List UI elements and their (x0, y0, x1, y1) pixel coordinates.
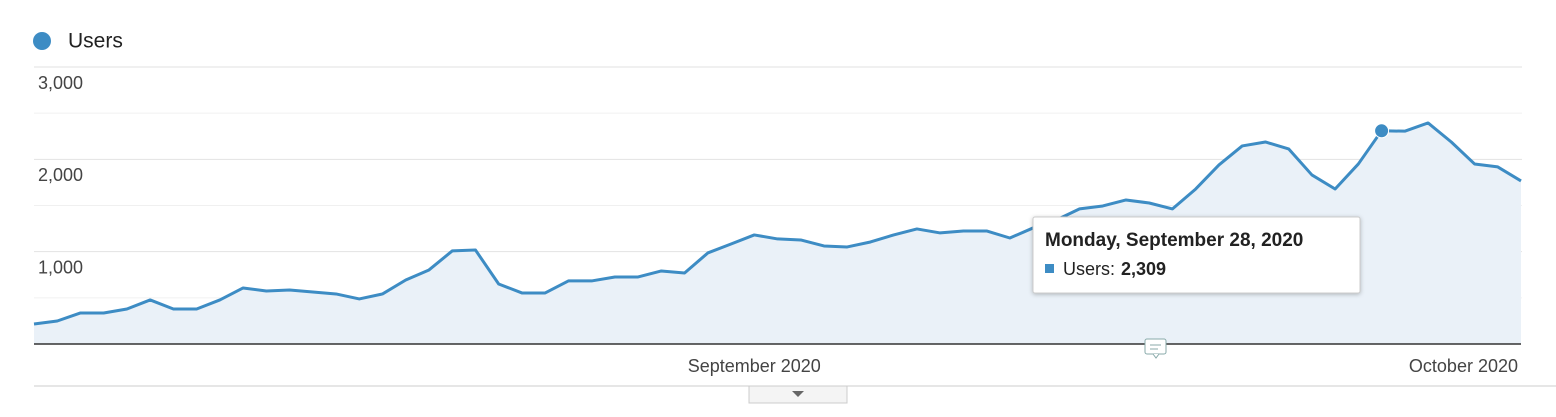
tooltip-box (1032, 216, 1361, 294)
annotation-box (1144, 338, 1167, 355)
tooltip-label: Users: (1063, 259, 1115, 279)
tooltip-marker (1045, 264, 1054, 273)
legend-label[interactable]: Users (68, 30, 123, 53)
expand-arrow (792, 391, 804, 397)
y-tick-label: 3,000 (38, 73, 83, 93)
y-tick-label: 2,000 (38, 165, 83, 185)
tooltip-title: Monday, September 28, 2020 (1045, 230, 1303, 251)
annotation-lines (1150, 344, 1161, 350)
line (33, 121, 1522, 326)
annotation-tail (1152, 353, 1160, 359)
x-tick-label: October 2020 (1409, 356, 1518, 376)
x-tick-label: September 2020 (688, 356, 821, 376)
highlight-point (1374, 123, 1390, 139)
y-tick-label: 1,000 (38, 257, 83, 277)
tooltip-value: 2,309 (1121, 259, 1166, 279)
legend-marker (33, 32, 51, 50)
annotation-icon[interactable] (1144, 338, 1167, 359)
